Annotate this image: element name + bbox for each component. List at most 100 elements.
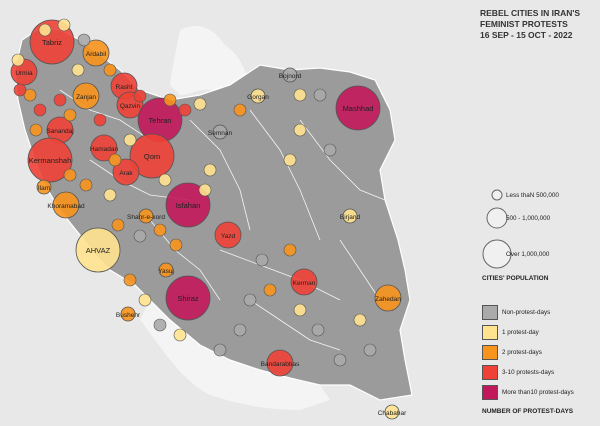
- minor-city-marker: [353, 313, 367, 327]
- minor-city-marker: [198, 183, 212, 197]
- protest-label-3: 3-10 protests-days: [502, 369, 555, 376]
- minor-city-marker: [333, 353, 347, 367]
- minor-city-marker: [123, 133, 137, 147]
- city-label-kermanshah: Kermanshah: [29, 156, 72, 165]
- city-label-ahvaz: AHVAZ: [86, 246, 111, 255]
- city-label-rasht: Rasht: [116, 84, 133, 91]
- map-title: REBEL CITIES IN IRAN'S FEMINIST PROTESTS…: [480, 8, 581, 40]
- city-label-zanjan: Zanjan: [76, 94, 96, 101]
- pop-small-label: Less thaN 500,000: [506, 192, 559, 199]
- city-marker-ardabil: [82, 39, 110, 67]
- minor-city-marker: [323, 143, 337, 157]
- city-markers: Tabriz Ardabil Urmia Zanjan Rasht Qazvin Tehra…: [10, 19, 407, 420]
- city-marker-arak: [112, 158, 140, 186]
- minor-city-marker: [79, 178, 93, 192]
- minor-city-marker: [133, 229, 147, 243]
- minor-city-marker: [263, 283, 277, 297]
- minor-city-marker: [283, 243, 297, 257]
- city-label-shiraz: Shiraz: [177, 294, 199, 303]
- minor-city-marker: [293, 303, 307, 317]
- city-label-tehran: Tehran: [149, 116, 172, 125]
- city-label-yazd: Yazd: [221, 233, 236, 240]
- minor-city-marker: [313, 88, 327, 102]
- minor-city-marker: [363, 343, 377, 357]
- minor-city-marker: [38, 23, 52, 37]
- city-label-urmia: Urmia: [15, 70, 33, 77]
- persian-gulf: [140, 300, 330, 410]
- city-label-ilam: Ilam: [38, 185, 50, 192]
- minor-city-marker: [13, 83, 27, 97]
- minor-city-marker: [283, 153, 297, 167]
- minor-city-marker: [11, 53, 25, 67]
- city-marker-chabahar: [384, 404, 400, 420]
- city-label-isfahan: Isfahan: [176, 201, 201, 210]
- minor-city-marker: [23, 88, 37, 102]
- minor-city-marker: [108, 153, 122, 167]
- protest-label-4: More than10 protest-days: [502, 389, 574, 396]
- city-label-yasuj: Yasuj: [158, 268, 174, 275]
- city-marker-gorgan: [250, 88, 266, 104]
- minor-city-marker: [173, 328, 187, 342]
- pop-medium-label: 500 - 1,000,000: [506, 215, 551, 222]
- city-label-bandarabbas: Bandarabbas: [261, 361, 300, 368]
- minor-city-marker: [255, 253, 269, 267]
- minor-city-marker: [77, 33, 91, 47]
- minor-city-marker: [33, 103, 47, 117]
- city-marker-shahr-e-kord: [138, 208, 154, 224]
- city-label-zahedan: Zahedan: [375, 296, 401, 303]
- minor-city-marker: [293, 123, 307, 137]
- city-label-shahr-e-kord: Shahr-e-kord: [127, 214, 165, 221]
- city-label-chabahar: Chabahar: [378, 410, 407, 417]
- population-legend-circles: [482, 189, 512, 269]
- minor-city-marker: [293, 88, 307, 102]
- city-label-tabriz: Tabriz: [42, 38, 62, 47]
- city-marker-yazd: [214, 221, 242, 249]
- minor-city-marker: [233, 323, 247, 337]
- minor-city-marker: [138, 293, 152, 307]
- minor-city-marker: [163, 93, 177, 107]
- city-label-kerman: Kerman: [293, 280, 316, 287]
- city-marker-shiraz: [165, 275, 211, 321]
- city-label-bojnord: Bojnord: [279, 73, 302, 80]
- city-marker-mashhad: [335, 85, 381, 131]
- minor-city-marker: [203, 163, 217, 177]
- minor-city-marker: [53, 93, 67, 107]
- city-label-ardabil: Ardabil: [86, 51, 107, 58]
- city-marker-bushehr: [120, 306, 136, 322]
- city-marker-bojnord: [282, 67, 298, 83]
- city-label-arak: Arak: [119, 170, 133, 177]
- minor-city-marker: [93, 113, 107, 127]
- city-label-hamadan: Hamadan: [90, 146, 119, 153]
- city-label-qom: Qom: [144, 152, 160, 161]
- minor-city-marker: [71, 63, 85, 77]
- caspian-sea: [170, 25, 250, 95]
- minor-city-marker: [213, 343, 227, 357]
- city-label-bushehr: Bushehr: [116, 312, 141, 319]
- city-marker-bandarabbas: [266, 349, 294, 377]
- swatch-2: [482, 345, 498, 360]
- minor-city-marker: [233, 103, 247, 117]
- minor-city-marker: [243, 293, 257, 307]
- minor-city-marker: [153, 223, 167, 237]
- swatch-3: [482, 365, 498, 380]
- minor-city-marker: [169, 238, 183, 252]
- minor-city-marker: [178, 103, 192, 117]
- small-city-markers: [11, 18, 377, 367]
- city-marker-kerman: [290, 268, 318, 296]
- minor-city-marker: [103, 188, 117, 202]
- city-marker-khoramabad: [52, 191, 80, 219]
- city-marker-hamadan: [90, 134, 118, 162]
- city-marker-zahedan: [374, 284, 402, 312]
- minor-city-marker: [57, 18, 71, 32]
- minor-city-marker: [311, 323, 325, 337]
- minor-city-marker: [153, 318, 167, 332]
- city-marker-ahvaz: [75, 227, 121, 273]
- city-marker-birjand: [342, 208, 358, 224]
- minor-city-marker: [103, 63, 117, 77]
- protest-label-1: 1 protest-day: [502, 329, 539, 336]
- city-label-khoramabad: Khoramabad: [47, 203, 85, 210]
- city-label-birjand: Birjand: [340, 214, 361, 221]
- minor-city-marker: [111, 218, 125, 232]
- city-label-semnan: Semnan: [208, 130, 233, 137]
- province-borders: [59, 89, 386, 351]
